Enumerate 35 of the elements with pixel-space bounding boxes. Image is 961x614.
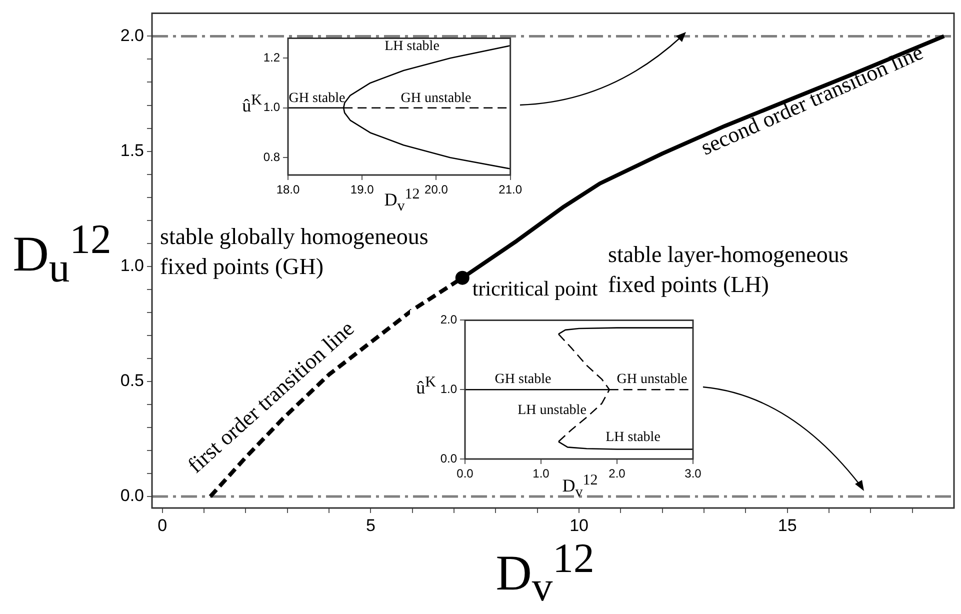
annotation: stable globally homogeneous fixed points (GH) (160, 223, 430, 281)
annotation: GH unstable (616, 372, 688, 387)
y-tick-label: 1.0 (440, 382, 458, 396)
x-tick-label: 1.0 (532, 466, 550, 481)
y-tick-label: 1.2 (263, 50, 280, 64)
annotation: GH stable (494, 372, 552, 387)
x-tick-label: 2.0 (608, 466, 626, 481)
y-tick-label: 2.0 (440, 312, 458, 327)
x-tick-label: 0 (158, 516, 168, 535)
annotation: tricritical point (472, 276, 598, 300)
y-tick-label: 0.8 (263, 150, 280, 164)
annotation: GH unstable (400, 91, 472, 106)
y-tick-label: 2.0 (120, 26, 144, 45)
annotation: GH stable (288, 91, 346, 106)
y-tick-label: 1.0 (263, 100, 280, 114)
x-tick-label: 0.0 (456, 466, 474, 481)
x-tick-label: 20.0 (424, 182, 448, 197)
x-tick-label: 19.0 (350, 182, 374, 197)
y-axis-title: û$^{K}$ (416, 374, 436, 398)
x-tick-label: 5 (366, 516, 376, 535)
y-axis-title: û$^{K}$ (242, 92, 262, 116)
y-tick-label: 1.5 (120, 140, 144, 160)
x-tick-label: 10 (570, 516, 588, 535)
annotation: LH stable (384, 39, 440, 54)
x-tick-label: 21.0 (498, 182, 522, 197)
x-tick-label: 3.0 (684, 466, 702, 481)
x-tick-label: 18.0 (276, 182, 300, 197)
y-tick-label: 0.0 (440, 451, 458, 466)
annotation: stable layer-homogeneous fixed points (LH) (608, 241, 850, 299)
x-tick-label: 15 (778, 516, 797, 535)
y-tick-label: 0.0 (120, 486, 144, 506)
annotation: LH stable (606, 430, 660, 445)
annotation: LH unstable (518, 403, 586, 418)
y-tick-label: 1.0 (120, 256, 144, 276)
y-tick-label: 0.5 (120, 371, 144, 390)
